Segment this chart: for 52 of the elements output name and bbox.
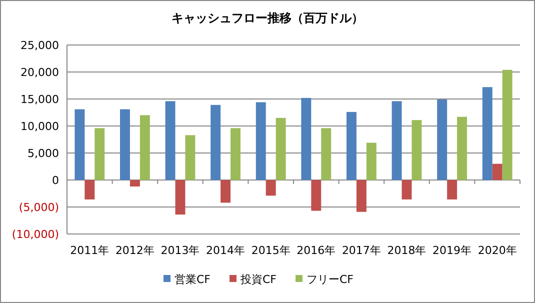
bar (492, 164, 502, 180)
bar (210, 104, 221, 180)
bar (130, 180, 140, 186)
bar (457, 116, 467, 180)
x-tick-label: 2013年 (160, 244, 200, 257)
x-tick-label: 2012年 (115, 244, 154, 257)
bar (74, 109, 85, 180)
bar (94, 128, 105, 180)
bar (482, 87, 492, 180)
bar (356, 180, 366, 212)
y-tick-label: 15,000 (20, 93, 59, 106)
y-tick-label: (5,000) (18, 201, 59, 214)
bar (502, 70, 512, 180)
chart-title: キャッシュフロー推移（百万ドル） (172, 11, 364, 25)
bar (220, 180, 231, 203)
bar (165, 101, 176, 180)
bar (185, 135, 196, 180)
bar (412, 120, 422, 180)
bar (140, 115, 150, 180)
y-tick-label: 10,000 (20, 120, 59, 133)
bar (447, 180, 458, 200)
x-tick-label: 2011年 (70, 244, 110, 257)
y-tick-label: 5,000 (28, 147, 59, 160)
y-tick-label: 0 (52, 174, 59, 187)
x-tick-label: 2014年 (206, 244, 246, 257)
bar (392, 101, 402, 180)
bar (276, 118, 286, 180)
bar (120, 109, 130, 180)
bar (402, 180, 412, 200)
bar (366, 142, 376, 180)
bar (301, 98, 312, 180)
bar (346, 112, 356, 180)
bar (175, 180, 186, 215)
x-tick-label: 2016年 (296, 244, 336, 257)
y-tick-label: 20,000 (20, 66, 59, 79)
bar (321, 128, 332, 180)
x-tick-label: 2015年 (251, 244, 290, 257)
legend-label: 営業CF (174, 273, 211, 286)
x-tick-label: 2020年 (478, 244, 517, 257)
y-tick-label: (10,000) (12, 228, 59, 241)
bar (256, 102, 266, 180)
legend-label: 投資CF (240, 273, 277, 286)
legend-label: フリーCF (306, 273, 354, 286)
bar (84, 180, 95, 200)
bar (230, 128, 240, 180)
bar (311, 180, 322, 211)
x-tick-label: 2018年 (387, 244, 426, 257)
bar (266, 180, 276, 196)
x-tick-label: 2017年 (342, 244, 381, 257)
y-tick-label: 25,000 (20, 39, 59, 52)
x-tick-label: 2019年 (432, 244, 472, 257)
bar (437, 100, 448, 180)
